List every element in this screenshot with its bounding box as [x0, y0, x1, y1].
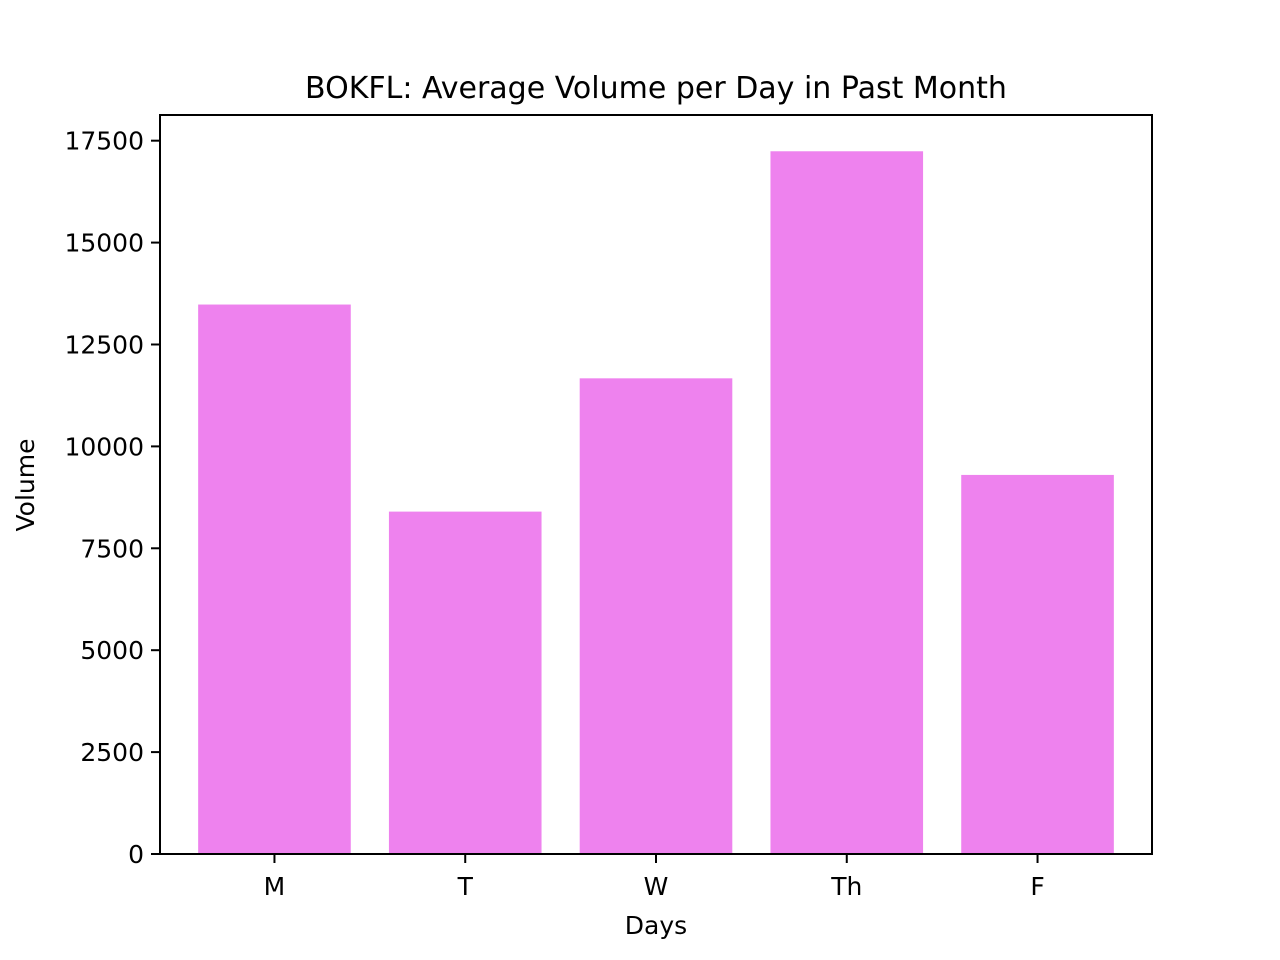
- chart-title: BOKFL: Average Volume per Day in Past Mo…: [305, 71, 1007, 106]
- y-tick-label: 12500: [64, 330, 144, 359]
- x-axis-title: Days: [625, 911, 687, 940]
- x-tick-label: F: [1030, 872, 1044, 901]
- y-axis: 0 2500 5000 7500 10000 12500 15000 17500: [64, 127, 160, 869]
- bar-t: [388, 511, 542, 854]
- y-tick-label: 0: [128, 840, 144, 869]
- y-axis-title: Volume: [11, 439, 40, 532]
- bar-m: [198, 304, 351, 854]
- x-axis: M T W Th F: [264, 854, 1045, 901]
- x-tick-label: M: [264, 872, 286, 901]
- y-tick-label: 2500: [80, 738, 144, 767]
- bar-w: [579, 378, 733, 854]
- bar-th: [770, 151, 924, 854]
- bars: [198, 151, 1114, 854]
- bar-f: [961, 474, 1114, 854]
- x-tick-label: T: [457, 872, 474, 901]
- y-tick-label: 10000: [64, 432, 144, 461]
- y-tick-label: 15000: [64, 229, 144, 258]
- x-tick-label: Th: [830, 872, 862, 901]
- y-tick-label: 17500: [64, 127, 144, 156]
- y-tick-label: 5000: [80, 636, 144, 665]
- y-tick-label: 7500: [80, 534, 144, 563]
- x-tick-label: W: [644, 872, 669, 901]
